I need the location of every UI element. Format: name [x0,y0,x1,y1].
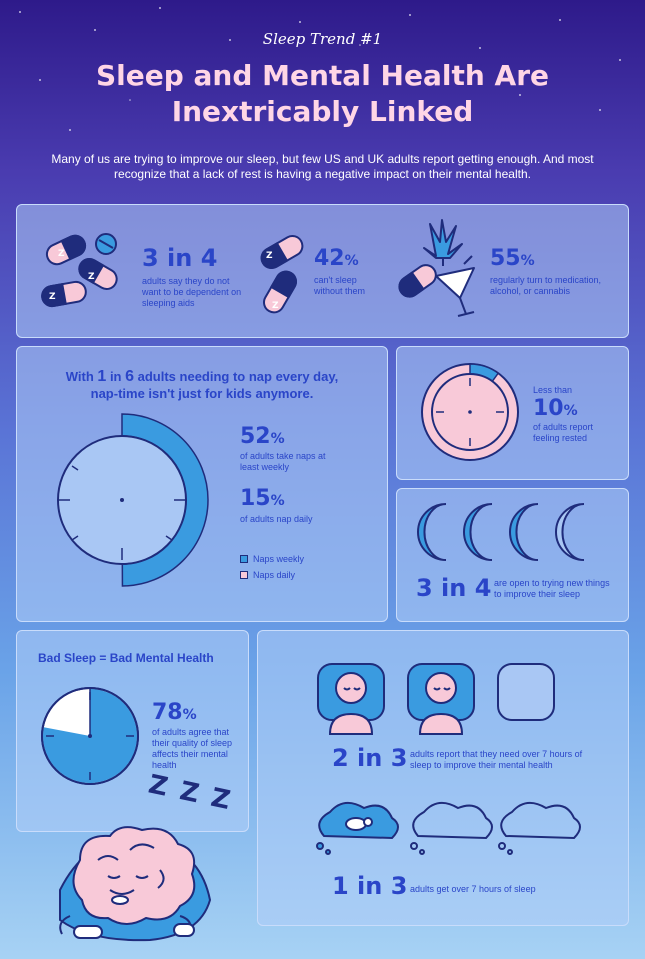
nap-weekly-unit: % [270,431,285,447]
svg-text:Z: Z [266,251,273,261]
legend-daily-swatch [240,571,248,579]
nap-weekly-value: 52% [240,424,285,449]
cannabis-martini-icon [398,219,475,317]
nap-clock-ticks [58,465,186,560]
rested-text: of adults report feeling rested [533,422,594,443]
nap-daily-value: 15% [240,486,285,511]
hours-get-value: 1 in 3 [332,872,408,900]
rested-unit: % [563,403,578,419]
nap-clock-chart [57,413,209,587]
nap-heading-post: adults needing to nap every day, [134,369,339,384]
intro-paragraph: Many of us are trying to improve our sle… [51,152,594,181]
kicker-text: Sleep Trend #1 [262,30,383,48]
stat-cant-sleep-text: can't sleep without them [314,275,366,296]
moons-icon [417,503,585,561]
nap-daily-unit: % [270,493,285,509]
bad-sleep-title: Bad Sleep = Bad Mental Health [38,651,214,665]
clouds-icon [316,801,581,855]
legend-weekly-swatch [240,555,248,563]
nap-heading: With 1 in 6 adults needing to nap every … [30,368,374,402]
bad-sleep-clock-chart [41,687,139,785]
legend-weekly-label: Naps weekly [253,554,305,564]
nap-heading-num1: 1 [97,368,107,385]
sleeping-brain-illustration [59,826,211,942]
nap-heading-pre: With [65,369,98,384]
stat-cant-sleep-value: 42% [314,246,359,271]
nap-daily-number: 15 [240,486,271,511]
nap-heading-num2: 6 [125,368,135,385]
pillows-icon [317,663,555,735]
bad-sleep-value: 78% [152,700,197,725]
stat-medication-text: regularly turn to medication, alcohol, o… [490,275,602,296]
rested-clock-chart [421,363,519,461]
stat-cant-sleep-number: 42 [314,246,345,271]
pills-icon: Z Z Z [41,233,118,308]
rested-number: 10 [533,396,564,421]
capsules-icon: ZZ [260,234,304,314]
svg-text:Z: Z [88,272,95,282]
bad-sleep-number: 78 [152,700,183,725]
moons-text: are open to trying new things to improve… [494,578,610,599]
stat-medication-number: 55 [490,246,521,271]
stat-cant-sleep-unit: % [344,253,359,269]
svg-text:Z: Z [49,292,56,302]
hours-need-text: adults report that they need over 7 hour… [410,749,583,770]
rested-value: 10% [533,396,578,421]
hours-need-value: 2 in 3 [332,744,408,772]
nap-daily-text: of adults nap daily [240,514,313,524]
stat-medication-unit: % [520,253,535,269]
nap-heading-mid: in [106,369,126,384]
stat-medication-value: 55% [490,246,535,271]
svg-text:Z: Z [58,249,65,259]
nap-heading-line2: nap-time isn't just for kids anymore. [90,386,314,401]
moons-value: 3 in 4 [416,574,492,602]
bad-sleep-text: of adults agree that their quality of sl… [152,727,233,770]
bad-sleep-unit: % [182,707,197,723]
page-title: Sleep and Mental Health Are Inextricably… [95,59,550,128]
svg-text:Z: Z [272,301,279,311]
legend-weekly: Naps weekly [240,554,304,565]
stat-not-dependent-text: adults say they do not want to be depend… [142,276,242,308]
rested-pre: Less than [533,385,573,395]
legend-daily-label: Naps daily [253,570,296,580]
panel-sleeping-aids [16,204,629,338]
stat-not-dependent-value: 3 in 4 [142,244,218,272]
hours-get-text: adults get over 7 hours of sleep [410,884,536,894]
stars-decoration [19,7,621,131]
legend-daily: Naps daily [240,570,295,581]
nap-weekly-text: of adults take naps at least weekly [240,451,326,472]
nap-weekly-number: 52 [240,424,271,449]
